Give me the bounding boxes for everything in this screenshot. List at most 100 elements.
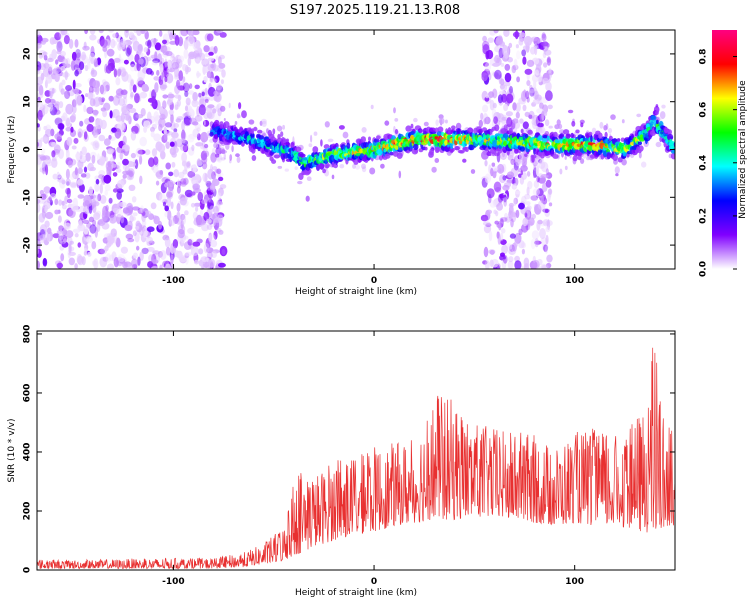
spectrogram-blob	[204, 143, 209, 149]
spectrogram-blob	[162, 100, 167, 110]
spectrogram-blob	[98, 174, 104, 180]
spectrogram-blob	[165, 162, 171, 170]
spectrogram-blob	[492, 102, 497, 109]
spectrogram-blob	[241, 142, 245, 147]
spectrogram-blob	[191, 191, 196, 196]
spectrogram-blob	[495, 210, 499, 217]
spectrogram-blob	[108, 95, 114, 102]
spectrogram-blob	[148, 254, 154, 263]
spectrogram-blob	[217, 262, 226, 268]
spectrogram-blob	[100, 39, 108, 48]
spectrogram-blob	[176, 211, 181, 219]
spectrogram-blob	[454, 146, 460, 151]
spectrogram-blob	[159, 30, 163, 37]
spectrogram-blob	[151, 96, 156, 103]
spectrogram-blob	[178, 171, 185, 179]
spectrogram-blob	[519, 146, 526, 152]
spectrogram-blob	[508, 256, 514, 263]
spectrogram-blob	[491, 162, 496, 167]
spectrogram-blob	[40, 137, 48, 142]
spectrogram-blob	[157, 251, 163, 258]
spectrogram-blob	[532, 98, 540, 105]
spectrogram-blob	[178, 224, 186, 235]
spectrogram-blob	[49, 37, 56, 45]
spectrogram-blob	[210, 239, 218, 248]
spectrogram-blob	[667, 133, 674, 141]
spectrogram-blob	[429, 127, 436, 133]
spectrogram-blob	[112, 172, 118, 177]
spectrogram-blob	[229, 159, 232, 164]
spectrogram-blob	[122, 261, 128, 269]
spectrogram-blob	[441, 131, 445, 137]
spectrogram-blob	[203, 243, 210, 254]
spectrogram-blob	[508, 202, 514, 208]
spectrogram-blob	[369, 167, 376, 175]
spectrogram-blob	[229, 154, 233, 161]
spectrogram-blob	[76, 179, 84, 186]
spectrogram-blob	[211, 78, 217, 83]
spectrogram-blob	[543, 244, 548, 252]
spectrogram-blob	[539, 126, 546, 134]
spectrogram-blob	[520, 170, 523, 176]
spectrogram-blob	[166, 191, 173, 198]
spectrogram-blob	[58, 101, 64, 109]
spectrogram-blob	[481, 216, 489, 221]
spectrogram-blob	[541, 33, 547, 42]
spectrogram-blob	[590, 135, 593, 143]
spectrogram-blob	[159, 193, 166, 203]
spectrogram-blob	[195, 56, 202, 62]
spectrogram-blob	[37, 139, 43, 149]
spectrogram-blob	[276, 125, 283, 132]
spectrogram-blob	[213, 205, 219, 215]
spectrogram-blob	[511, 121, 514, 128]
spectrogram-blob	[494, 69, 502, 80]
spectrogram-blob	[154, 51, 158, 61]
spectrogram-blob	[64, 90, 71, 99]
spectrogram-blob	[506, 171, 515, 178]
colorbar-tick-label: 0.4	[699, 155, 709, 171]
spectrogram-blob	[384, 153, 391, 159]
spectrogram-blob	[535, 69, 539, 76]
spectrogram-blob	[544, 131, 550, 136]
colorbar: 0.0 0.2 0.4 0.6 0.8 Normalized spectral ampl…	[699, 30, 748, 277]
spectrogram-blob	[528, 114, 533, 119]
y-tick-label: 600	[23, 384, 33, 403]
spectrogram-blob	[212, 108, 217, 114]
spectrogram-blob	[117, 42, 123, 51]
spectrogram-blob	[134, 93, 140, 104]
spectrogram-blob	[533, 43, 538, 50]
spectrogram-blob	[168, 171, 174, 177]
spectrogram-blob	[493, 30, 499, 34]
spectrogram-blob	[165, 246, 171, 256]
spectrogram-blob	[515, 111, 520, 119]
spectrogram-blob	[107, 263, 114, 269]
spectrogram-blob	[497, 263, 501, 269]
spectrogram-blob	[79, 155, 86, 163]
spectrogram-blob	[248, 119, 255, 125]
spectrogram-blob	[418, 148, 424, 153]
spectrogram-blob	[182, 64, 188, 71]
spectrogram-blob	[533, 203, 538, 211]
spectrogram-blob	[81, 146, 87, 156]
spectrogram-blob	[223, 121, 230, 129]
spectrogram-blob	[139, 175, 143, 185]
spectrogram-blob	[179, 197, 187, 206]
spectrogram-blob	[169, 141, 175, 147]
spectrogram-blob	[206, 111, 215, 120]
x-tick-label: -100	[162, 276, 185, 286]
spectrogram-blob	[218, 62, 226, 69]
spectrogram-blob	[40, 72, 45, 81]
spectrogram-blob	[123, 59, 129, 65]
spectrogram-blob	[93, 125, 101, 135]
spectrogram-blob	[116, 191, 122, 200]
spectrogram-blob	[514, 260, 522, 269]
spectrogram-blob	[117, 161, 121, 170]
spectrogram-blob	[94, 175, 100, 180]
spectrogram-blob	[135, 147, 143, 158]
spectrogram-blob	[105, 210, 110, 218]
spectrogram-blob	[497, 94, 503, 104]
spectrogram-blob	[483, 246, 489, 258]
spectrogram-blob	[494, 198, 499, 205]
spectrogram-blob	[206, 252, 213, 259]
spectrogram-blob	[144, 149, 151, 156]
